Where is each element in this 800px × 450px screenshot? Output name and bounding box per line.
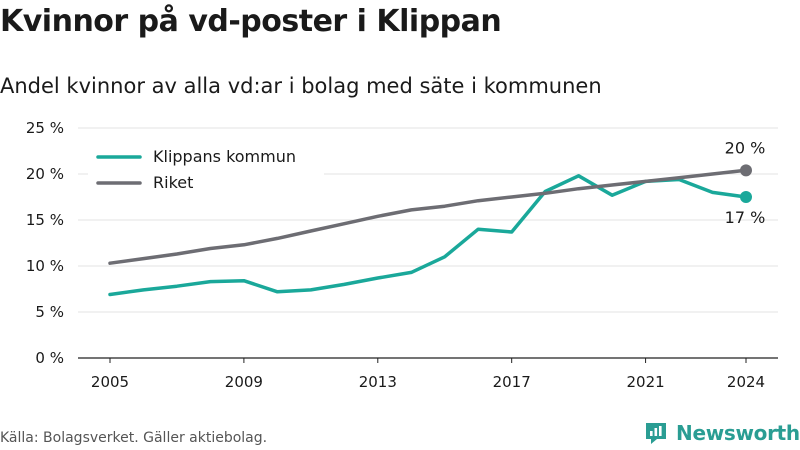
legend-background	[88, 140, 324, 202]
y-tick-label: 5 %	[35, 303, 64, 321]
series-end-label: 17 %	[725, 208, 766, 227]
chart-subtitle: Andel kvinnor av alla vd:ar i bolag med …	[0, 74, 602, 98]
x-tick-label: 2005	[91, 373, 129, 391]
x-tick-label: 2024	[727, 373, 765, 391]
x-tick-label: 2017	[493, 373, 531, 391]
y-tick-label: 25 %	[26, 119, 64, 137]
line-chart: 0 % 5 % 10 % 15 % 20 % 25 % 2005 2009 2013 2017 20…	[26, 119, 778, 391]
y-tick-label: 20 %	[26, 165, 64, 183]
brand-name: Newsworthy	[676, 421, 800, 445]
x-tick-label: 2021	[626, 373, 664, 391]
x-tick-label: 2009	[225, 373, 263, 391]
legend-label: Riket	[153, 173, 193, 192]
x-tick-label: 2013	[359, 373, 397, 391]
newsworthy-logo-icon	[646, 423, 666, 444]
y-tick-label: 15 %	[26, 211, 64, 229]
y-tick-label: 0 %	[35, 349, 64, 367]
chart-title: Kvinnor på vd-poster i Klippan	[0, 4, 502, 39]
series-line-riket	[108, 168, 748, 265]
series-end-point	[740, 191, 752, 203]
newsworthy-logo[interactable]: Newsworthy	[643, 420, 800, 446]
series-end-label: 20 %	[725, 138, 766, 157]
source-note: Källa: Bolagsverket. Gäller aktiebolag.	[0, 430, 268, 446]
series-end-point	[740, 164, 752, 177]
y-tick-label: 10 %	[26, 257, 64, 275]
legend-label: Klippans kommun	[153, 147, 296, 166]
